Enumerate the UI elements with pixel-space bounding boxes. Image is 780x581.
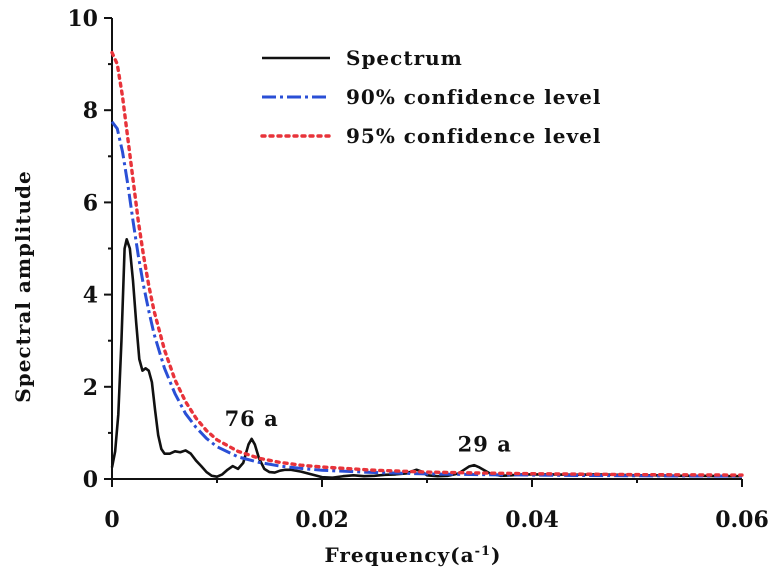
y-tick-label: 2 (83, 375, 98, 401)
annotations: 76 a 29 a (225, 406, 512, 456)
series-layer (110, 50, 744, 479)
x-axis-title-close: ) (491, 543, 501, 567)
x-tick-label: 0.06 (715, 507, 769, 533)
y-ticks: 0 2 4 6 8 10 (67, 6, 112, 493)
series-line-90-confidence-level (110, 120, 743, 478)
x-axis-title-main: Frequency(a (324, 543, 474, 567)
x-ticks: 0 0.02 0.04 0.06 (104, 479, 769, 533)
legend-label: 95% confidence level (346, 124, 601, 148)
y-tick-label: 6 (83, 190, 98, 216)
annotation-label: 76 a (225, 406, 279, 431)
legend-label: Spectrum (346, 46, 463, 70)
x-axis-title: Frequency(a-1) (324, 543, 501, 567)
x-tick-label: 0 (104, 507, 119, 533)
y-tick-label: 0 (83, 467, 98, 493)
legend: Spectrum 90% confidence level 95% confiden… (260, 46, 601, 148)
annotation-label: 29 a (458, 431, 512, 456)
y-axis-title: Spectral amplitude (11, 170, 35, 402)
legend-label: 90% confidence level (346, 85, 601, 109)
y-tick-label: 8 (83, 98, 98, 124)
x-tick-label: 0.04 (505, 507, 559, 533)
series-line-95-confidence-level (110, 50, 744, 477)
y-tick-label: 4 (83, 283, 98, 309)
x-tick-label: 0.02 (295, 507, 349, 533)
series-line-spectrum (110, 237, 742, 479)
y-tick-label: 10 (67, 6, 98, 32)
x-axis-title-superscript: -1 (475, 544, 491, 559)
